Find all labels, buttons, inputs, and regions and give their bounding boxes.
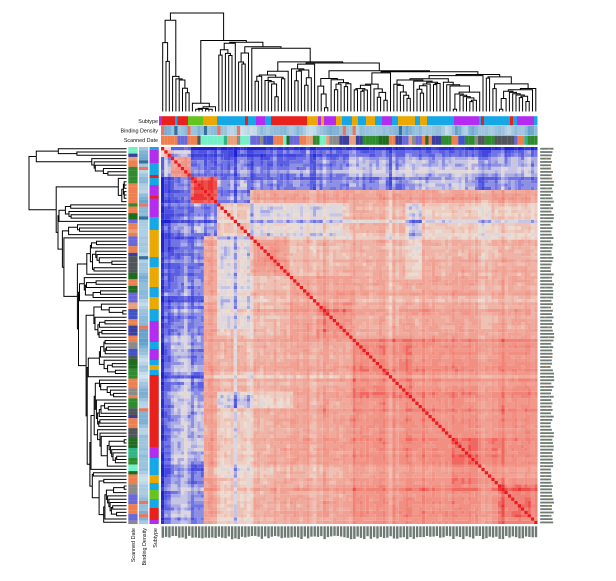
svg-text:Binding Density: Binding Density <box>121 129 159 135</box>
svg-text:Scanned Date: Scanned Date <box>131 528 137 562</box>
svg-text:Binding Density: Binding Density <box>142 528 148 566</box>
svg-text:Scanned Date: Scanned Date <box>124 138 158 144</box>
svg-text:Subtype: Subtype <box>153 528 159 548</box>
svg-text:Subtype: Subtype <box>138 119 158 125</box>
